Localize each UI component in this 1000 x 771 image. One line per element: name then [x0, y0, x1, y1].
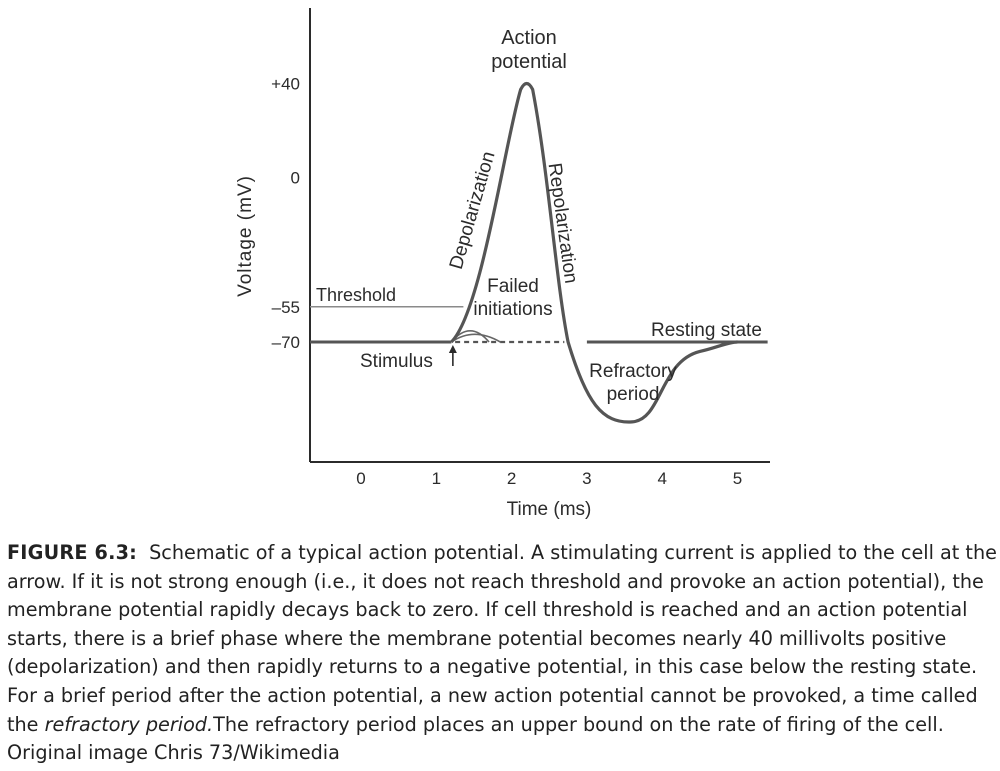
caption-label: FIGURE 6.3: [7, 541, 138, 564]
refractory-period-label-line2: period [607, 384, 660, 405]
action-potential-label-line1: Action [501, 27, 557, 49]
repolarization-label: Repolarization [544, 162, 582, 285]
x-tick-label-3: 3 [582, 469, 591, 488]
caption-italic-term: refractory period. [44, 712, 214, 736]
refractory-period-label-line1: Refractory [589, 361, 677, 382]
x-tick-label-4: 4 [657, 469, 666, 488]
resting-state-label: Resting state [651, 320, 762, 341]
x-tick-label-1: 1 [432, 469, 441, 488]
threshold-layer: Threshold [310, 285, 464, 308]
action-potential-figure: Threshold 0 1 2 3 4 5 +40 0 –55 –70 Time (ms) Volta… [235, 8, 770, 521]
tick-label-layer: 0 1 2 3 4 5 +40 0 –55 –70 Time (ms) Voltage (mV) [235, 75, 742, 521]
y-tick-label-1: 0 [291, 169, 300, 188]
y-tick-label-2: –55 [272, 298, 300, 317]
action-potential-chart: Threshold 0 1 2 3 4 5 +40 0 –55 –70 Time (ms) Volta… [235, 8, 770, 521]
x-axis-title: Time (ms) [507, 499, 592, 520]
stimulus-label: Stimulus [360, 351, 433, 372]
curve-layer [310, 81, 768, 424]
threshold-label: Threshold [316, 285, 396, 305]
failed-initiations-label-line1: Failed [487, 276, 539, 297]
caption-text: Schematic of a typical action potential.… [7, 541, 997, 736]
figure-caption: FIGURE 6.3: Schematic of a typical actio… [7, 539, 997, 768]
failed-initiations-label-line2: initiations [473, 299, 552, 320]
chart-axes [309, 8, 770, 463]
depolarization-label: Depolarization [446, 149, 500, 272]
stimulus-arrow-head [448, 345, 457, 353]
y-axis-title: Voltage (mV) [235, 175, 256, 297]
y-tick-label-3: –70 [272, 333, 300, 352]
caption-text-end: The refractory period places an upper bo… [7, 712, 944, 765]
x-tick-label-5: 5 [733, 469, 742, 488]
x-tick-label-2: 2 [507, 469, 516, 488]
y-tick-label-0: +40 [271, 75, 300, 94]
action-potential-curve [450, 81, 738, 424]
x-tick-label-0: 0 [356, 469, 365, 488]
action-potential-label-line2: potential [491, 51, 567, 73]
